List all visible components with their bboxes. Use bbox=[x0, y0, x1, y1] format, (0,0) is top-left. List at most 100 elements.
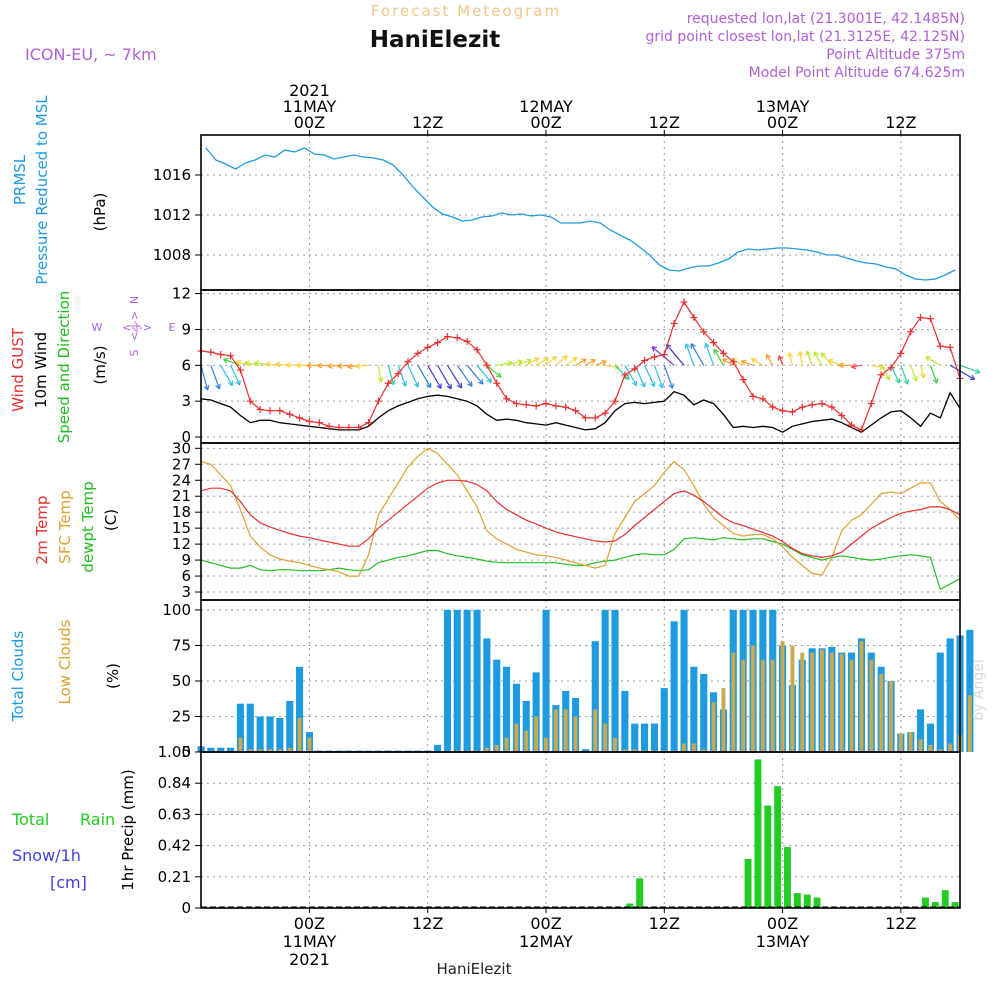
wind-gust-marker bbox=[424, 343, 432, 351]
wind-direction-arrow bbox=[919, 365, 926, 379]
total-cloud-bar bbox=[266, 716, 274, 752]
wind-direction-arrow bbox=[230, 365, 241, 386]
low-cloud-bar bbox=[573, 716, 578, 752]
wind-gust-marker bbox=[483, 361, 491, 369]
precip-label-cm: [cm] bbox=[50, 873, 87, 892]
low-cloud-bar bbox=[701, 749, 706, 752]
compass-north: N bbox=[128, 296, 141, 304]
pressure-label-desc: Pressure Reduced to MSL bbox=[33, 95, 51, 285]
low-cloud-bar bbox=[691, 743, 696, 752]
compass-south: S bbox=[128, 349, 141, 356]
temp-label-2m: 2m Temp bbox=[33, 496, 51, 565]
cloud-label-low: Low Clouds bbox=[56, 619, 74, 704]
bottom-time-label: 00Z bbox=[294, 914, 325, 933]
wind-gust-marker bbox=[246, 397, 254, 405]
low-cloud-bar bbox=[277, 749, 282, 752]
wind-gust-marker bbox=[897, 349, 905, 357]
grid-point-coords: grid point closest lon,lat (21.3125E, 42… bbox=[645, 29, 965, 45]
wind-direction-arrow bbox=[200, 365, 210, 391]
precip-label-rain: Rain bbox=[80, 810, 115, 829]
bottom-time-label: 2021 bbox=[289, 950, 330, 969]
low-cloud-bar bbox=[258, 749, 263, 752]
wind-ytick-label: 3 bbox=[181, 392, 191, 410]
bottom-time-label: 13MAY bbox=[756, 932, 810, 951]
wind-gust-marker bbox=[877, 371, 885, 379]
low-cloud-bar bbox=[563, 709, 568, 752]
wind-direction-arrow bbox=[787, 352, 794, 366]
total-cloud-bar bbox=[966, 629, 974, 752]
wind-gust-marker bbox=[572, 407, 580, 415]
wind-direction-arrow bbox=[713, 348, 724, 366]
top-time-label: 11MAY bbox=[283, 97, 337, 116]
temp-label-unit: (C) bbox=[102, 509, 120, 531]
temp-ytick-label: 15 bbox=[172, 519, 191, 537]
requested-coords: requested lon,lat (21.3001E, 42.1485N) bbox=[687, 11, 965, 27]
low-cloud-bar bbox=[948, 743, 953, 752]
wind-gust-marker bbox=[394, 370, 402, 378]
total-cloud-bar bbox=[443, 609, 451, 752]
low-cloud-bar bbox=[287, 747, 292, 752]
low-cloud-bar bbox=[879, 673, 884, 752]
precip-bar bbox=[803, 894, 811, 908]
wind-direction-arrow bbox=[777, 355, 784, 366]
wind-direction-arrow bbox=[900, 365, 910, 385]
wind-gust-marker bbox=[680, 298, 688, 306]
total-cloud-bar bbox=[473, 609, 481, 752]
station-name: HaniElezit bbox=[370, 27, 501, 53]
wind-direction-arrow bbox=[355, 363, 369, 369]
wind-direction-arrow bbox=[959, 364, 981, 374]
wind-direction-arrow bbox=[838, 362, 852, 369]
pressure-ytick-label: 1016 bbox=[153, 166, 191, 184]
pressure-label-unit: (hPa) bbox=[91, 193, 109, 232]
wind-gust-marker bbox=[256, 406, 264, 414]
wind-gust-marker bbox=[670, 319, 678, 327]
cloud-panel-labels: Total Clouds Low Clouds (%) bbox=[9, 619, 122, 722]
compass-west: W bbox=[92, 321, 103, 334]
top-time-label: 12MAY bbox=[519, 97, 573, 116]
wind-direction-arrow bbox=[210, 365, 221, 390]
low-cloud-bar bbox=[593, 709, 598, 752]
top-time-label: 12Z bbox=[885, 113, 916, 132]
precip-bar bbox=[626, 903, 634, 908]
wind-direction-arrow bbox=[486, 364, 502, 378]
precip-bar bbox=[744, 859, 752, 908]
wind-gust-marker bbox=[542, 400, 550, 408]
wind-label-unit: (m/s) bbox=[91, 345, 109, 384]
wind-direction-arrow bbox=[805, 350, 813, 366]
low-cloud-bar bbox=[603, 723, 608, 752]
wind-panel-labels: Wind GUST 10m Wind Speed and Direction (… bbox=[9, 291, 109, 444]
wind-direction-arrow bbox=[665, 343, 685, 366]
low-cloud-bar bbox=[751, 645, 755, 752]
temp-label-sfc: SFC Temp bbox=[56, 490, 74, 563]
low-cloud-bar bbox=[731, 652, 736, 752]
precip-ytick-label: 0 bbox=[181, 899, 191, 917]
wind-gust-marker bbox=[217, 351, 225, 359]
wind-gust-marker bbox=[700, 328, 708, 336]
wind-gust-marker bbox=[493, 379, 501, 387]
low-cloud-bar bbox=[820, 649, 824, 752]
low-cloud-bar bbox=[248, 749, 253, 752]
wind-direction-arrow bbox=[614, 364, 630, 381]
wind-direction-arrow bbox=[585, 359, 596, 366]
total-cloud-bar bbox=[700, 673, 708, 752]
compass-bar-horizontal: <-|-> bbox=[122, 321, 152, 334]
wind-direction-arrow bbox=[456, 364, 473, 387]
clouds-ytick-label: 25 bbox=[172, 707, 191, 725]
wind-direction-arrow bbox=[925, 356, 941, 366]
wind-gust-marker bbox=[759, 395, 767, 403]
wind-10m-line bbox=[200, 390, 961, 433]
total-cloud-bar bbox=[926, 723, 934, 752]
low-cloud-bar bbox=[938, 749, 943, 752]
wind-gust-marker bbox=[434, 339, 442, 347]
wind-gust-marker bbox=[325, 422, 333, 430]
precip-bar bbox=[754, 759, 762, 908]
low-cloud-bar bbox=[800, 652, 805, 752]
precip-bar bbox=[941, 890, 949, 908]
wind-direction-arrow bbox=[644, 365, 656, 387]
low-cloud-bar bbox=[829, 652, 834, 752]
total-cloud-bar bbox=[207, 747, 215, 752]
wind-gust-marker bbox=[660, 351, 668, 359]
wind-gust-marker bbox=[808, 401, 816, 409]
